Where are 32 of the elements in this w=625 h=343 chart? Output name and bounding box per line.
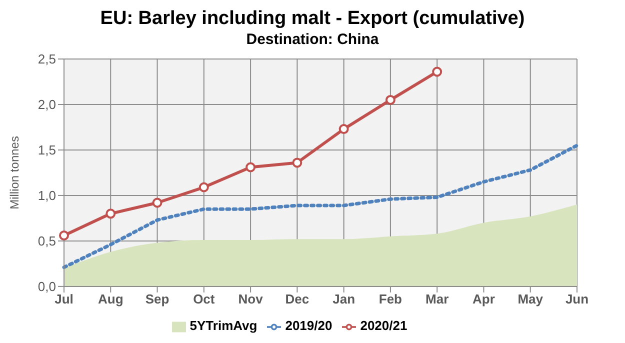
- point: [385, 94, 396, 105]
- y-axis-title: Million tonnes: [7, 136, 22, 210]
- x-tick-label: Dec: [285, 292, 310, 307]
- point: [432, 66, 442, 77]
- point: [152, 198, 162, 208]
- y-tick-label: 1,5: [38, 142, 56, 158]
- point: [198, 182, 209, 192]
- point: [292, 158, 302, 168]
- point: [106, 208, 116, 219]
- chart-subtitle: Destination: China: [245, 30, 380, 49]
- x-tick-label: Jan: [332, 292, 356, 307]
- x-tick-label: Aug: [98, 292, 124, 307]
- legend-label: 2019/20: [285, 318, 332, 334]
- legend-label: 5YTrimAvg: [190, 318, 258, 334]
- x-tick-label: Jul: [54, 292, 74, 307]
- legend-label: 2020/21: [360, 318, 408, 334]
- y-tick-label: 2,0: [38, 97, 56, 112]
- x-tick-label: Oct: [193, 292, 216, 307]
- x-tick-label: May: [518, 292, 544, 307]
- x-tick-label: Jun: [565, 292, 589, 307]
- y-tick-label: 1,0: [38, 188, 56, 204]
- x-tick-label: Mar: [426, 292, 449, 307]
- y-tick-label: 2,5: [38, 52, 56, 67]
- point: [338, 124, 349, 134]
- x-tick-label: Sep: [145, 292, 170, 307]
- point: [246, 162, 256, 172]
- chart-title: EU: Barley including malt - Export (cumulative): [99, 8, 526, 30]
- y-tick-label: 0,0: [38, 279, 56, 294]
- x-tick-label: Feb: [378, 292, 402, 307]
- x-tick-label: Apr: [472, 292, 495, 307]
- y-tick-label: 0,5: [38, 234, 56, 249]
- x-tick-label: Nov: [238, 292, 264, 307]
